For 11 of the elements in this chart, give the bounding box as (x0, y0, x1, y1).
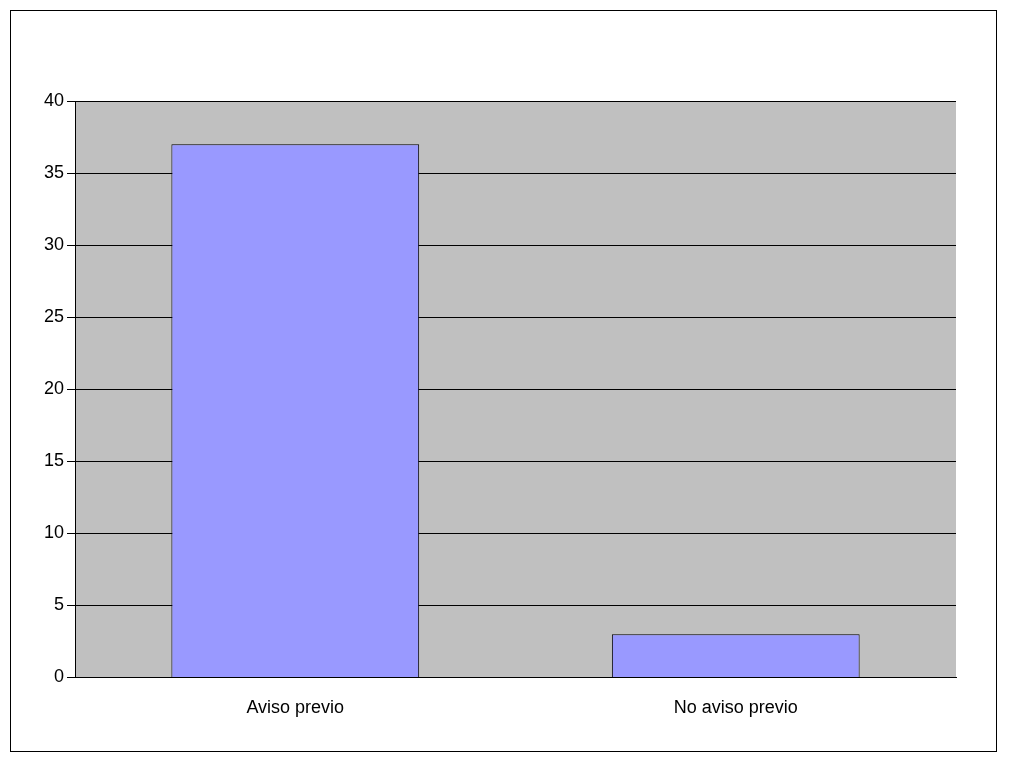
y-tick-label: 35 (43, 162, 65, 183)
x-tick-label: Aviso previo (246, 697, 345, 718)
y-tick-label: 25 (43, 306, 65, 327)
y-tick-label: 20 (43, 378, 65, 399)
y-tick-label: 10 (43, 522, 65, 543)
y-tick-label: 40 (43, 89, 65, 110)
x-tick-label: No aviso previo (673, 697, 798, 718)
y-tick-label: 15 (43, 450, 65, 471)
y-tick-label: 30 (43, 234, 65, 255)
y-tick-label: 5 (54, 594, 65, 615)
y-tick-label: 0 (54, 666, 65, 687)
